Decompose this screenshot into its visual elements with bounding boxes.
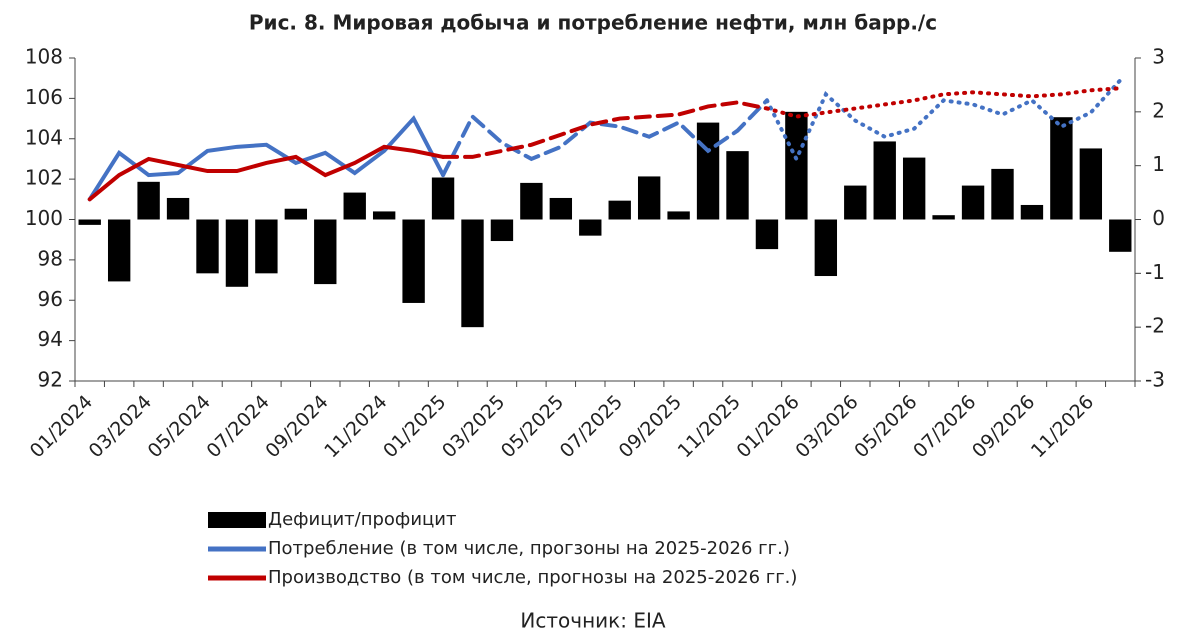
line — [764, 78, 1123, 164]
bar — [549, 197, 573, 220]
bar — [284, 208, 308, 220]
x-tick-label: 07/2024 — [202, 391, 273, 462]
y-tick-label: 102 — [25, 166, 63, 190]
bar — [461, 219, 484, 328]
chart-title: Рис. 8. Мировая добыча и потребление неф… — [249, 11, 937, 35]
bar — [696, 122, 720, 220]
x-tick-label: 03/2025 — [438, 391, 509, 462]
bar — [726, 151, 749, 220]
bar — [196, 219, 219, 274]
x-tick-label: 01/2024 — [26, 391, 97, 462]
y-tick-label: 108 — [25, 45, 63, 69]
bar — [490, 219, 514, 242]
bar — [637, 176, 661, 220]
bar — [343, 192, 366, 220]
y2-tick-label: 1 — [1152, 152, 1165, 176]
x-tick-label: 01/2026 — [732, 391, 803, 462]
x-tick-label: 01/2025 — [379, 391, 450, 462]
bar — [991, 168, 1014, 220]
bar — [166, 197, 190, 220]
y-tick-label: 94 — [38, 327, 63, 351]
x-tick-label: 11/2025 — [674, 391, 745, 462]
bar — [1020, 204, 1044, 220]
y2-tick-label: 3 — [1152, 45, 1165, 69]
x-tick-label: 07/2025 — [556, 391, 627, 462]
y-tick-label: 104 — [25, 125, 63, 149]
y-tick-label: 98 — [38, 246, 63, 270]
legend-label: Потребление (в том числе, прогзоны на 20… — [268, 538, 790, 559]
bar — [932, 215, 955, 220]
bar — [255, 219, 278, 274]
bar — [844, 185, 867, 220]
y-tick-label: 96 — [38, 287, 63, 311]
bar — [78, 219, 101, 225]
x-tick-label: 09/2026 — [968, 391, 1039, 462]
line — [441, 98, 769, 178]
x-tick-label: 07/2026 — [909, 391, 980, 462]
bar — [667, 211, 690, 220]
source: Источник: EIA — [520, 609, 665, 633]
bar — [608, 200, 631, 220]
bar — [1050, 117, 1073, 220]
y-tick-label: 106 — [25, 85, 63, 109]
bar — [314, 219, 337, 285]
y2-tick-label: -1 — [1145, 260, 1165, 284]
x-tick-label: 11/2024 — [320, 391, 391, 462]
x-tick-label: 05/2025 — [497, 391, 568, 462]
bar — [1109, 219, 1132, 252]
x-tick-label: 03/2026 — [791, 391, 862, 462]
bar — [785, 111, 808, 220]
legend-label: Дефицит/профицит — [268, 509, 456, 530]
x-tick-label: 09/2024 — [261, 391, 332, 462]
line — [764, 86, 1123, 119]
x-tick-label: 05/2026 — [850, 391, 921, 462]
bar — [372, 211, 396, 220]
line — [441, 100, 769, 159]
bar — [814, 219, 838, 277]
bar — [225, 219, 249, 287]
bar — [961, 185, 985, 220]
bar — [1079, 148, 1103, 220]
x-tick-label: 05/2024 — [144, 391, 215, 462]
bar — [137, 181, 160, 220]
bar — [402, 219, 425, 303]
bar — [431, 177, 455, 220]
y2-tick-label: 2 — [1152, 98, 1165, 122]
y2-tick-label: -3 — [1145, 368, 1165, 392]
bar — [579, 219, 602, 236]
line — [87, 144, 446, 202]
y-tick-label: 100 — [25, 206, 63, 230]
legend-swatch — [208, 512, 266, 528]
y2-tick-label: -2 — [1145, 314, 1165, 338]
bar — [107, 219, 131, 282]
legend-label: Производство (в том числе, прогнозы на 2… — [268, 567, 797, 588]
y-tick-label: 92 — [38, 368, 63, 392]
bar — [902, 157, 926, 220]
x-tick-label: 03/2024 — [85, 391, 156, 462]
bar — [520, 182, 543, 220]
y2-tick-label: 0 — [1152, 206, 1165, 230]
bar — [755, 219, 779, 250]
x-tick-label: 11/2026 — [1027, 391, 1098, 462]
x-tick-label: 09/2025 — [615, 391, 686, 462]
line — [87, 115, 446, 202]
bar — [873, 141, 896, 220]
